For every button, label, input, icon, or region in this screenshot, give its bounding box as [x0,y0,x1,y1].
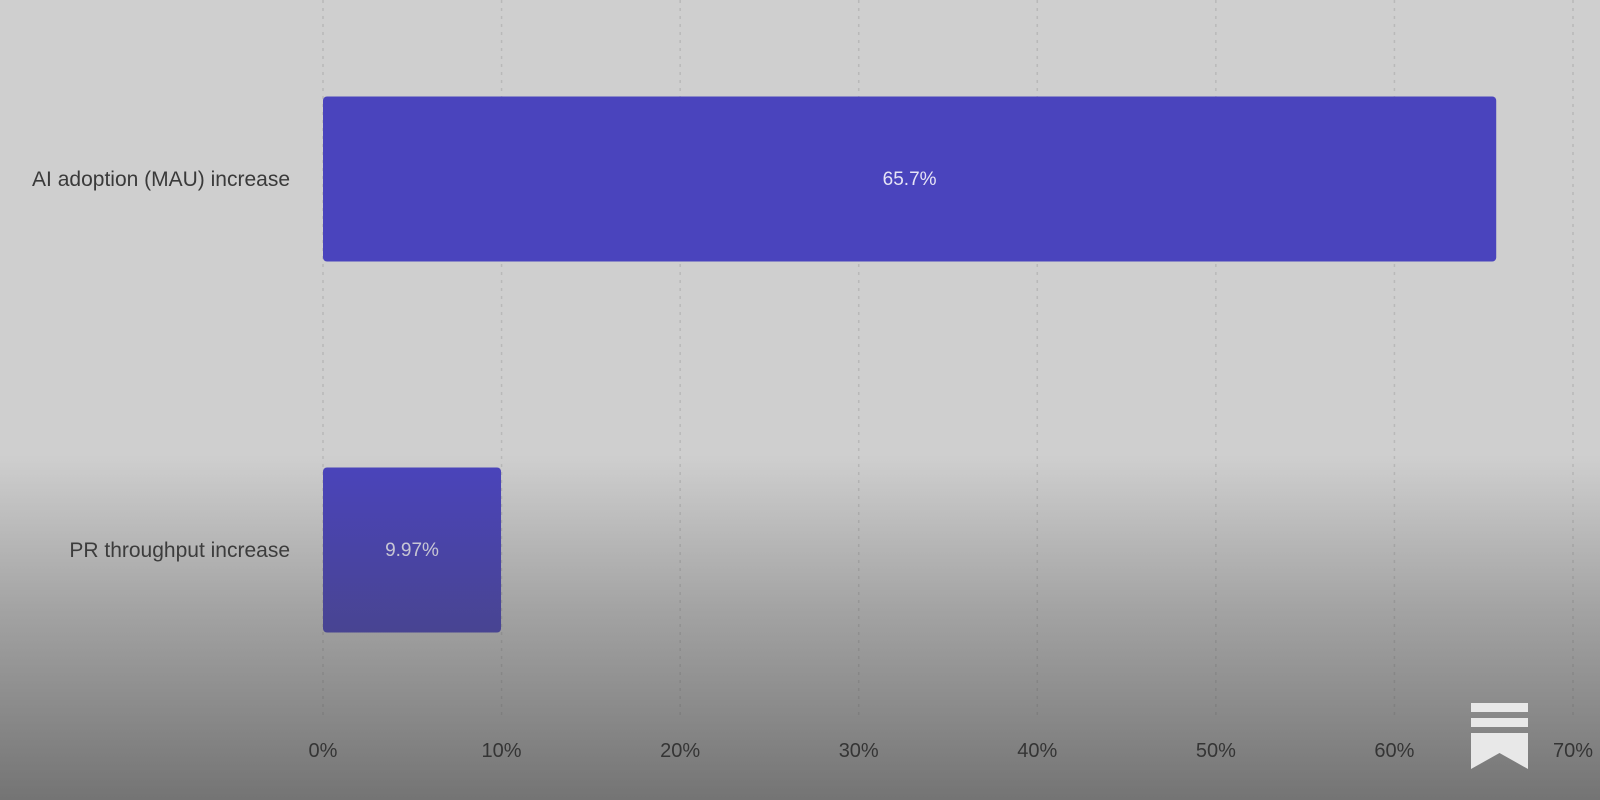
substack-logo-icon [1471,703,1528,769]
category-label-0: AI adoption (MAU) increase [32,168,290,191]
x-tick-label-2: 20% [660,740,700,762]
x-tick-label-7: 70% [1553,740,1593,762]
category-label-1: PR throughput increase [69,539,290,562]
x-tick-label-0: 0% [309,740,338,762]
x-tick-label-5: 50% [1196,740,1236,762]
data-label-1: 9.97% [385,540,439,561]
x-axis-ticks: 0% 10% 20% 30% 40% 50% 60% 70% [309,740,1594,762]
x-tick-label-6: 60% [1374,740,1414,762]
bar-0 [323,96,1497,262]
data-label-0: 65.7% [883,169,937,190]
x-tick-label-3: 30% [839,740,879,762]
x-tick-label-1: 10% [482,740,522,762]
x-tick-label-4: 40% [1017,740,1057,762]
